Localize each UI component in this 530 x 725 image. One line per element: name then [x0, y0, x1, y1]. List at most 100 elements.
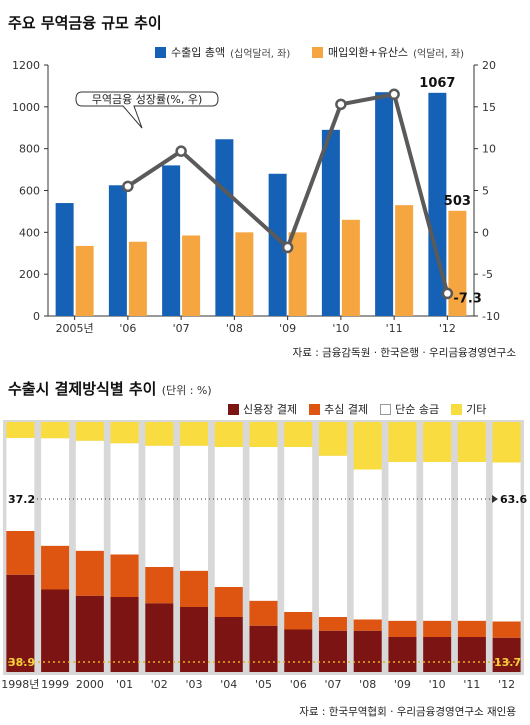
x-tick-label: '02 [151, 678, 168, 691]
x-tick-label: '12 [439, 322, 456, 335]
bar-discount [288, 232, 307, 316]
segment-collection [214, 587, 243, 617]
segment-lc [145, 603, 174, 672]
segment-collection [492, 621, 521, 638]
legend-swatch-discount [312, 46, 323, 58]
bar-export-import [428, 92, 447, 316]
segment-other [353, 422, 382, 470]
x-tick-label: 1999 [41, 678, 69, 691]
bar-export-import [55, 203, 74, 316]
legend-unit-export-import: (십억달러, 좌) [230, 48, 291, 60]
segment-collection [353, 619, 382, 631]
segment-other [214, 422, 243, 447]
right-tick-label: -10 [482, 310, 500, 323]
x-tick-label: '01 [116, 678, 133, 691]
segment-lc [249, 625, 278, 672]
segment-collection [423, 620, 452, 637]
x-tick-label: '12 [498, 678, 515, 691]
legend-label-remittance: 단순 송금 [395, 403, 440, 416]
x-tick-label: '08 [359, 678, 376, 691]
segment-lc [75, 595, 104, 672]
segment-lc [492, 637, 521, 672]
label-growth-2012: -7.3 [453, 291, 481, 306]
segment-remittance [41, 438, 70, 546]
segment-other [492, 422, 521, 463]
x-tick-label: 2000 [76, 678, 104, 691]
growth-rate-line [126, 92, 450, 294]
segment-collection [318, 617, 347, 631]
segment-collection [284, 612, 313, 630]
segment-other [75, 422, 104, 441]
trade-finance-panel: 주요 무역금융 규모 추이 수출입 총액 (십억달러, 좌) 매입외환+유산스 (억… [8, 14, 516, 359]
legend-swatch-other [451, 403, 463, 415]
legend-unit-discount: (억달러, 좌) [413, 48, 465, 60]
segment-other [388, 422, 417, 462]
bar-discount [235, 232, 254, 316]
segment-other [41, 422, 70, 439]
payment-method-panel: 수출시 결제방식별 추이 (단위 : %) 신용장 결제 추심 결제 단순 송금… [0, 372, 530, 725]
legend-group-2: 신용장 결제 추심 결제 단순 송금 기타 [228, 401, 486, 417]
segment-lc [423, 637, 452, 672]
left-tick-label: 1200 [12, 59, 40, 72]
bar-export-import [108, 185, 127, 316]
legend-label-export-import: 수출입 총액 [171, 46, 226, 59]
legend-swatch-collection [309, 403, 321, 415]
x-tick-label: '11 [386, 322, 403, 335]
chart1-title: 주요 무역금융 규모 추이 [8, 14, 162, 32]
trade-finance-chart: 0 200 400 600 800 1000 1200 -10 -5 0 5 10 15 20 2005년 '… [12, 59, 500, 335]
bar-export-import [215, 139, 234, 316]
bar-discount [448, 210, 467, 316]
segment-collection [6, 531, 35, 575]
segment-other [423, 422, 452, 462]
segment-lc [41, 589, 70, 672]
x-tick-label: '06 [290, 678, 307, 691]
segment-remittance [249, 447, 278, 601]
growth-rate-point [122, 180, 134, 193]
x-tick-label: 1998년 [1, 678, 39, 691]
right-tick-label: 20 [482, 59, 496, 72]
x-tick-label: '10 [332, 322, 349, 335]
segment-other [180, 422, 209, 446]
growth-rate-point [441, 287, 454, 300]
growth-rate-point [335, 98, 347, 111]
segment-remittance [423, 462, 452, 621]
segment-other [145, 422, 174, 446]
segment-other [457, 422, 486, 462]
right-tick-label: -5 [482, 268, 493, 281]
segment-lc [457, 637, 486, 672]
x-tick-label: '06 [119, 322, 136, 335]
bar-discount [395, 205, 414, 316]
segment-lc [180, 607, 209, 672]
right-tick-label: 10 [482, 143, 496, 156]
segment-lc [388, 637, 417, 672]
label-lc-1998: 38.9 [8, 656, 35, 669]
x-tick-label: '03 [186, 678, 203, 691]
label-remittance-2012: 63.6 [500, 493, 527, 506]
label-discount-2012: 503 [444, 194, 471, 209]
segment-remittance [318, 455, 347, 617]
legend-swatch-remittance [380, 403, 392, 415]
segment-other [284, 422, 313, 447]
segment-collection [457, 620, 486, 637]
segment-lc [284, 629, 313, 672]
legend-swatch-export-import [155, 46, 166, 58]
bar-export-import [321, 129, 340, 316]
x-tick-label: '09 [279, 322, 296, 335]
chart2-source: 자료 : 한국무역협회 · 우리금융경영연구소 재인용 [299, 706, 516, 718]
chart2-unit: (단위 : %) [161, 384, 212, 397]
segment-lc [318, 630, 347, 672]
bar-export-import [268, 173, 287, 316]
right-tick-label: 0 [482, 226, 489, 239]
legend-label-collection: 추심 결제 [324, 403, 369, 416]
label-export-import-2012: 1067 [419, 76, 455, 91]
segment-lc [214, 617, 243, 672]
growth-rate-point [175, 145, 187, 157]
segment-other [318, 422, 347, 456]
x-tick-label: '10 [429, 678, 446, 691]
chart1-source: 자료 : 금융감독원 · 한국은행 · 우리금융경영연구소 [292, 347, 516, 359]
payment-method-chart: 1998년 1999 2000 '01 '02 '03 '04 '05 '06 '07 '08 '09… [1, 420, 527, 691]
segment-remittance [214, 447, 243, 587]
legend-export-import: 수출입 총액 (십억달러, 좌) [155, 44, 290, 60]
segment-remittance [492, 462, 521, 622]
right-tick-label: 5 [482, 185, 489, 198]
